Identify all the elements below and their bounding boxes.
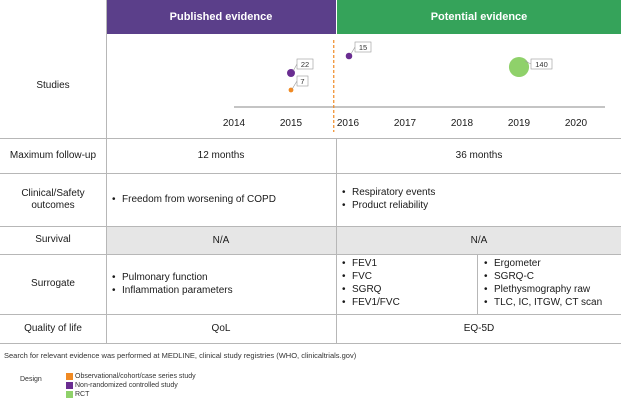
followup-potential-value: 36 months [455,150,503,161]
data-label: 22 [301,60,309,69]
row-label-qol: Quality of life [24,322,82,334]
column-divider [106,0,107,343]
data-point [508,56,530,78]
row-divider [0,314,621,315]
data-label: 15 [359,43,367,52]
legend-label: Observational/cohort/case series study [75,373,196,380]
row-divider [0,343,621,344]
list-item: Pulmonary function [112,271,233,284]
data-point [288,87,294,93]
row-divider [0,173,621,174]
data-point [287,69,295,77]
footnote: Search for relevant evidence was perform… [4,351,357,360]
row-label-surrogate: Surrogate [31,278,75,289]
row-divider [0,254,621,255]
row-label-clinical: Clinical/Safety outcomes [21,187,85,211]
legend-item-observational: Observational/cohort/case series study [66,373,196,380]
data-label-leader [350,46,356,55]
x-tick-label: 2016 [337,118,360,129]
x-tick-label: 2018 [451,118,474,129]
followup-potential-cell: 36 months [337,138,621,173]
clinical-potential-list: Respiratory events Product reliability [342,186,435,212]
qol-potential-cell: EQ-5D [337,314,621,343]
data-label-box [296,75,309,87]
data-label: 7 [300,77,304,86]
data-point [345,52,353,60]
qol-published-cell: QoL [106,314,336,343]
legend-item-rct: RCT [66,391,89,398]
survival-published-value: N/A [212,234,230,246]
data-label-box [354,41,372,53]
row-label-survival: Survival [35,234,71,245]
survival-potential-value: N/A [470,234,488,246]
legend-label: RCT [75,391,90,398]
survival-published-cell: N/A [106,226,336,254]
list-item: FVC [342,270,400,283]
survival-potential-cell: N/A [337,226,621,254]
list-item: FEV1 [342,257,400,270]
list-item: SGRQ [342,283,400,296]
clinical-published-list: Freedom from worsening of COPD [112,193,276,206]
qol-potential-value: EQ-5D [463,323,495,334]
surrogate-published-list: Pulmonary function Inflammation paramete… [112,271,233,297]
list-item: Product reliability [342,199,435,212]
data-label-leader [293,63,298,71]
row-label-followup: Maximum follow-up [9,149,97,161]
list-item: Inflammation parameters [112,284,233,297]
legend-item-nonrandomized: Non-randomized controlled study [66,382,178,389]
x-tick-label: 2019 [508,118,531,129]
legend-swatch [66,391,73,398]
data-label-leader [524,60,532,65]
studies-chart: 2014 2015 2016 2017 2018 2019 2020 22 7 15 140 [223,40,605,132]
legend-title: Design [20,376,42,383]
list-item: Respiratory events [342,186,435,199]
row-label-studies: Studies [36,80,70,91]
data-label-leader [292,80,298,89]
x-tick-label: 2020 [565,118,588,129]
x-tick-label: 2015 [280,118,303,129]
published-evidence-header: Published evidence [106,0,336,34]
legend-swatch [66,382,73,389]
list-item: Ergometer [484,257,602,270]
column-divider [336,138,337,343]
qol-published-value: QoL [211,323,231,334]
x-tick-label: 2014 [223,118,246,129]
surrogate-potential-list-right: Ergometer SGRQ-C Plethysmography raw TLC… [484,257,602,309]
data-label: 140 [535,60,548,69]
legend-label: Non-randomized controlled study [75,382,178,389]
surrogate-potential-list-left: FEV1 FVC SGRQ FEV1/FVC [342,257,400,309]
potential-evidence-header: Potential evidence [337,0,621,34]
list-item: TLC, IC, ITGW, CT scan [484,296,602,309]
list-item: FEV1/FVC [342,296,400,309]
row-divider [0,138,621,139]
x-tick-label: 2017 [394,118,417,129]
followup-published-cell: 12 months [106,138,336,173]
list-item: Freedom from worsening of COPD [112,193,276,206]
data-label-box [296,58,314,70]
row-divider [0,226,621,227]
data-label-box [530,58,553,70]
surrogate-column-divider [477,254,478,314]
list-item: SGRQ-C [484,270,602,283]
list-item: Plethysmography raw [484,283,602,296]
legend-swatch [66,373,73,380]
followup-published-value: 12 months [197,150,245,161]
